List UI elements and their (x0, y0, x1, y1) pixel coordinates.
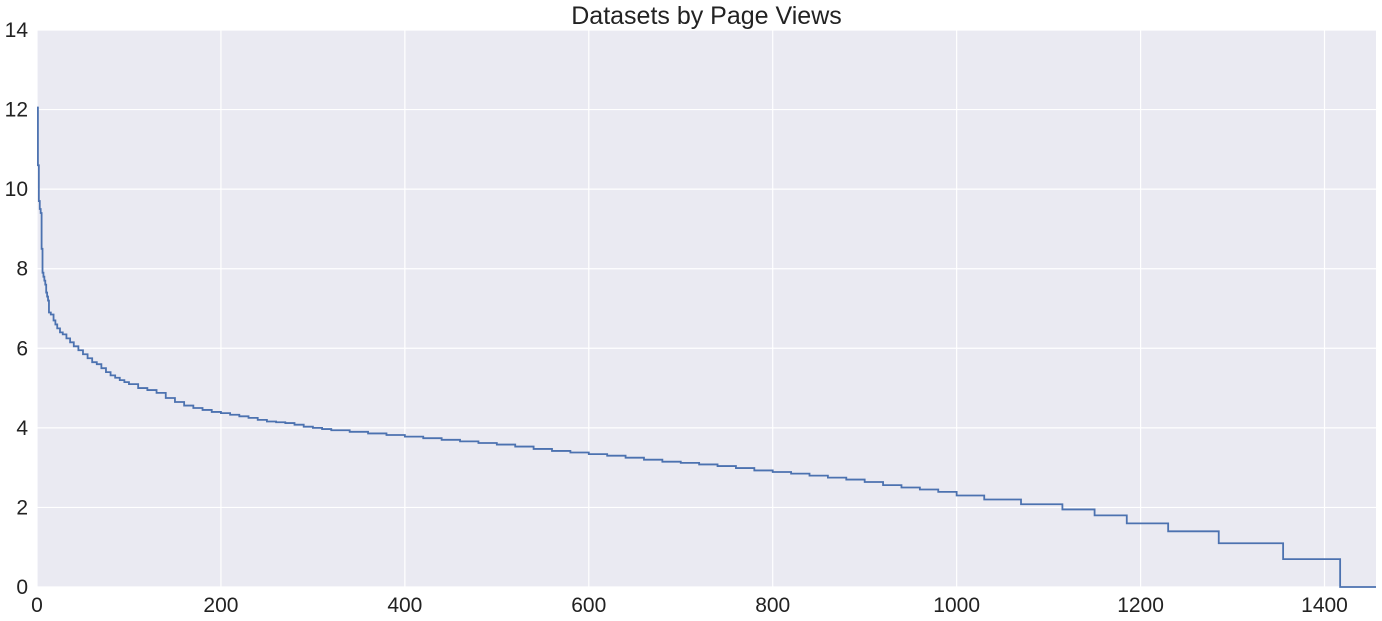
horizontal-gridlines (37, 29, 1376, 588)
y-tick-label: 10 (5, 178, 28, 201)
x-tick-label: 0 (31, 594, 43, 617)
chart-title: Datasets by Page Views (571, 2, 842, 30)
vertical-gridlines (36, 30, 1326, 587)
plot-background (37, 30, 1376, 587)
y-tick-label: 2 (16, 496, 28, 519)
x-axis-tick-labels: 0 200 400 600 800 1000 1200 1400 (31, 594, 1348, 617)
x-tick-label: 200 (203, 594, 238, 617)
x-tick-label: 1000 (933, 594, 980, 617)
series-layer (37, 106, 1376, 588)
x-tick-label: 400 (387, 594, 422, 617)
x-tick-label: 1200 (1117, 594, 1164, 617)
y-tick-label: 0 (16, 576, 28, 599)
series-line (37, 106, 1376, 588)
y-tick-label: 6 (16, 337, 28, 360)
y-axis-tick-labels: 0 2 4 6 8 10 12 14 (5, 19, 29, 599)
y-tick-label: 4 (16, 417, 28, 440)
x-tick-label: 800 (755, 594, 790, 617)
y-tick-label: 14 (5, 19, 29, 42)
y-tick-label: 8 (16, 258, 28, 281)
x-tick-label: 600 (571, 594, 606, 617)
x-tick-label: 1400 (1301, 594, 1348, 617)
y-tick-label: 12 (5, 99, 28, 122)
